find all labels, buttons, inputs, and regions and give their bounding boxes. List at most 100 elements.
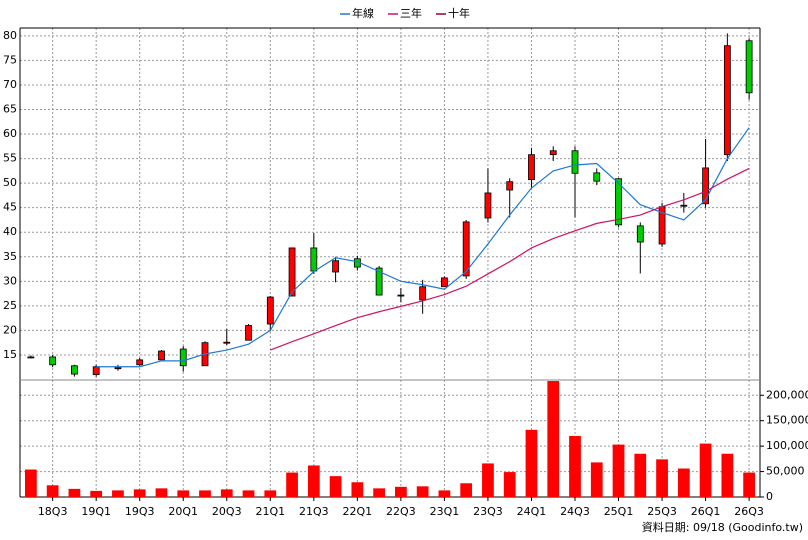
candle-body xyxy=(27,356,35,359)
candle-body xyxy=(571,150,579,174)
legend-label: 十年 xyxy=(448,6,470,20)
candle-body xyxy=(484,192,492,219)
legend-label: 三年 xyxy=(400,6,422,20)
volume-bar xyxy=(569,435,581,497)
x-tick-label: 18Q3 xyxy=(38,505,68,518)
x-tick-label: 24Q1 xyxy=(517,505,547,518)
volume-bar xyxy=(68,488,81,497)
candle-body xyxy=(680,204,688,207)
candle-body xyxy=(615,178,622,226)
x-tick-label: 21Q1 xyxy=(255,505,285,518)
x-tick-label: 23Q1 xyxy=(430,505,460,518)
volume-bar xyxy=(721,453,734,497)
candle-body xyxy=(223,341,231,344)
volume-bar xyxy=(112,490,124,497)
y-tick-label: 65 xyxy=(3,102,17,115)
volume-bar xyxy=(699,443,712,497)
volume-bar xyxy=(547,381,560,497)
volume-bar xyxy=(612,444,625,497)
candle-body xyxy=(745,40,753,94)
volume-bar xyxy=(677,468,690,497)
candle-body xyxy=(549,150,557,156)
volume-bar xyxy=(286,472,298,497)
volume-bar xyxy=(199,490,211,497)
candle-body xyxy=(593,172,601,182)
volume-bar xyxy=(743,472,755,497)
x-tick-label: 26Q3 xyxy=(734,505,764,518)
candle-body xyxy=(462,221,470,277)
candle-body xyxy=(375,267,383,296)
ma-line xyxy=(270,167,750,351)
volume-bar xyxy=(329,476,342,497)
y-tick-label: 30 xyxy=(3,274,17,287)
volume-bar xyxy=(590,462,603,497)
candle-body xyxy=(419,286,427,301)
y2-tick-label: 0 xyxy=(766,490,773,503)
volume-bar xyxy=(351,482,364,497)
x-tick-label: 19Q1 xyxy=(81,505,111,518)
source-note: 資料日期: 09/18 (Goodinfo.tw) xyxy=(642,520,803,534)
y2-tick-label: 100,000 xyxy=(766,439,808,452)
x-tick-label: 20Q1 xyxy=(168,505,198,518)
candle-body xyxy=(114,367,122,370)
candle-body xyxy=(49,356,57,366)
y-tick-label: 60 xyxy=(3,127,17,140)
candle-body xyxy=(288,247,296,297)
x-tick-label: 20Q3 xyxy=(212,505,242,518)
x-tick-label: 22Q3 xyxy=(386,505,416,518)
candle-body xyxy=(245,325,252,341)
candle-body xyxy=(310,247,318,272)
candle-body xyxy=(441,277,448,288)
volume-bar xyxy=(460,483,473,497)
y-tick-label: 45 xyxy=(3,201,17,214)
y-tick-label: 35 xyxy=(3,250,17,263)
volume-bar xyxy=(525,429,538,497)
volume-bar xyxy=(438,490,451,497)
candle-body xyxy=(332,260,339,273)
candle-body xyxy=(158,350,165,361)
x-tick-label: 25Q1 xyxy=(604,505,634,518)
y-tick-label: 50 xyxy=(3,176,17,189)
volume-bar xyxy=(416,486,429,497)
x-tick-label: 22Q1 xyxy=(343,505,373,518)
x-tick-label: 24Q3 xyxy=(560,505,590,518)
x-tick-label: 26Q1 xyxy=(691,505,721,518)
volume-bar xyxy=(634,453,647,497)
candle-body xyxy=(723,45,731,156)
candle-body xyxy=(702,167,709,205)
volume-bar xyxy=(46,485,59,497)
candle-body xyxy=(266,296,274,325)
volume-bar xyxy=(307,465,320,497)
candle-body xyxy=(528,154,535,181)
volume-bar xyxy=(656,459,668,497)
volume-bar xyxy=(90,490,103,497)
x-tick-label: 25Q3 xyxy=(647,505,677,518)
volume-bar xyxy=(133,489,146,497)
candle-body xyxy=(636,225,644,243)
y2-tick-label: 200,000 xyxy=(766,388,808,401)
volume-bar xyxy=(373,488,385,497)
y-tick-label: 75 xyxy=(3,53,17,66)
candle-body xyxy=(92,366,100,375)
candle-body xyxy=(179,348,187,367)
legend-label: 年線 xyxy=(352,6,374,20)
volume-bar xyxy=(395,486,407,497)
candle-body xyxy=(71,365,78,375)
volume-bar xyxy=(155,488,168,497)
y2-tick-label: 150,000 xyxy=(766,414,808,427)
y-tick-label: 20 xyxy=(3,323,17,336)
y2-tick-label: 50,000 xyxy=(766,465,805,478)
y-tick-label: 15 xyxy=(3,348,17,361)
x-tick-label: 21Q3 xyxy=(299,505,329,518)
volume-bar xyxy=(177,490,190,497)
candle-body xyxy=(136,359,144,366)
volume-bar xyxy=(25,469,37,497)
y-tick-label: 80 xyxy=(3,29,17,42)
y-tick-label: 70 xyxy=(3,78,17,91)
candle-body xyxy=(397,294,405,297)
volume-bar xyxy=(264,490,277,497)
volume-bar xyxy=(242,490,255,497)
x-tick-label: 19Q3 xyxy=(125,505,155,518)
